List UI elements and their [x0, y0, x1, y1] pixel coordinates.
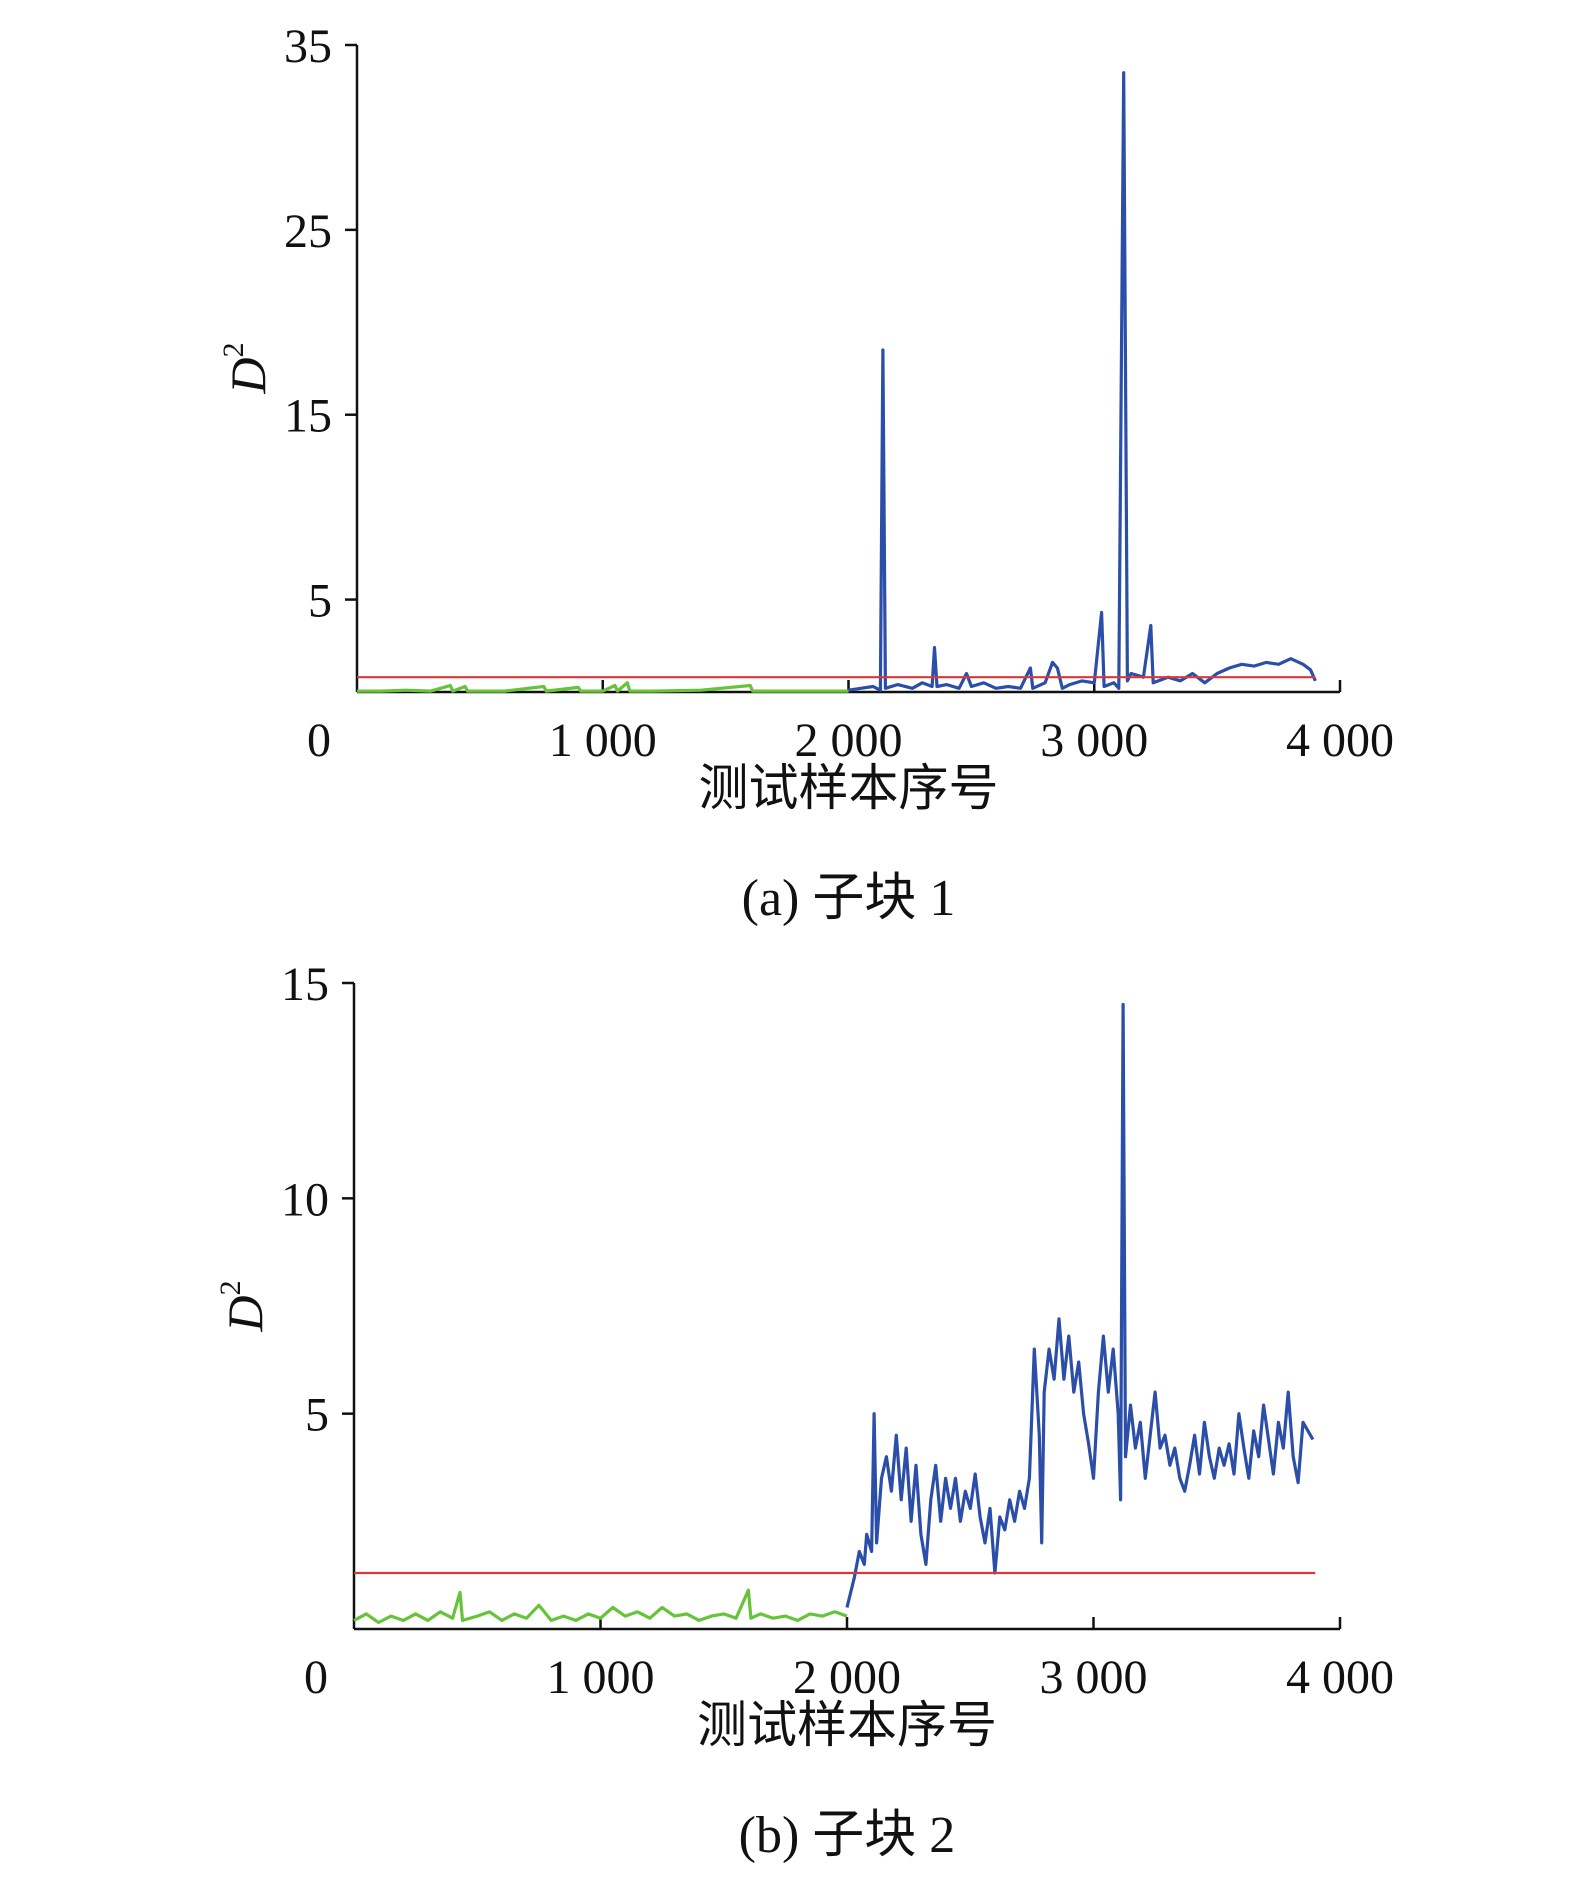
x-tick-label: 3 000 — [1040, 714, 1148, 767]
y-axis-title-main: D — [217, 1295, 273, 1332]
panel-a: 5 15 25 35 0 1 000 2 000 3 000 4 000 测试样本序号 D2 (… — [217, 20, 1394, 927]
series-test-line — [848, 71, 1317, 692]
y-tick-label: 5 — [308, 575, 332, 628]
x-axis-title: 测试样本序号 — [697, 1697, 997, 1753]
x-axis-title: 测试样本序号 — [699, 760, 999, 816]
x-tick-label: 1 000 — [549, 714, 657, 767]
x-tick-label: 2 000 — [795, 714, 903, 767]
y-tick-label: 35 — [284, 20, 332, 73]
x-tick-label: 3 000 — [1040, 1651, 1148, 1704]
series-layer — [357, 71, 1317, 693]
y-tick-label: 10 — [281, 1173, 329, 1226]
y-tick-label: 15 — [284, 390, 332, 443]
x-tick-label: 1 000 — [547, 1651, 655, 1704]
y-axis-title-sup: 2 — [214, 1280, 247, 1295]
y-axis-title: D2 — [214, 1280, 273, 1332]
x-tick-label: 0 — [307, 714, 331, 767]
x-tick-label: 4 000 — [1286, 1651, 1394, 1704]
tick-marks — [345, 43, 1342, 692]
y-axis-title-sup: 2 — [217, 342, 250, 357]
y-tick-label: 25 — [284, 205, 332, 258]
y-axis-title: D2 — [217, 342, 276, 394]
panel-b: 5 10 15 0 1 000 2 000 3 000 4 000 测试样本序号 D2 (b)… — [214, 958, 1394, 1864]
x-tick-label: 4 000 — [1286, 714, 1394, 767]
x-tick-label: 0 — [304, 1651, 328, 1704]
panel-caption: (b) 子块 2 — [739, 1807, 956, 1864]
series-layer — [353, 1002, 1316, 1625]
x-tick-label: 2 000 — [793, 1651, 901, 1704]
y-tick-label: 15 — [281, 958, 329, 1011]
y-tick-label: 5 — [305, 1389, 329, 1442]
panel-caption: (a) 子块 1 — [742, 870, 956, 927]
tick-marks — [342, 981, 1342, 1629]
series-normal-line — [353, 1588, 848, 1625]
series-normal-line — [357, 681, 849, 693]
tick-labels: 5 15 25 35 0 1 000 2 000 3 000 4 000 — [284, 20, 1394, 767]
tick-labels: 5 10 15 0 1 000 2 000 3 000 4 000 — [281, 958, 1394, 1704]
series-test-line — [845, 1002, 1315, 1608]
y-axis-title-main: D — [220, 357, 276, 394]
